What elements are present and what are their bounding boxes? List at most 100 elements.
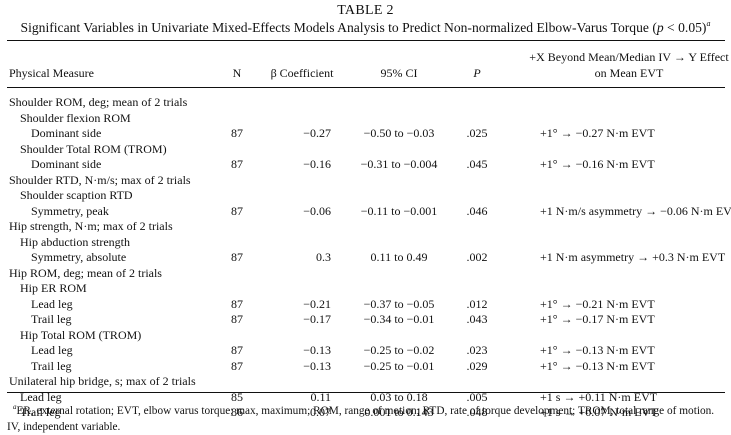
header-physical-measure: Physical Measure: [9, 66, 94, 80]
table-bottom-rule: [7, 392, 725, 393]
title-p-symbol: p: [656, 20, 664, 35]
cell-beta: −0.13: [303, 343, 331, 357]
cell-effect: +1° → −0.27 N·m EVT: [540, 126, 655, 140]
table-row: Shoulder ROM, deg; mean of 2 trials: [0, 95, 731, 111]
header-n: N: [232, 66, 242, 80]
cell-n: 87: [231, 250, 243, 264]
cell-effect: +1° → −0.16 N·m EVT: [540, 157, 655, 171]
cell-p: .029: [466, 358, 488, 373]
table-row: Lead leg 87 −0.21 −0.37 to −0.05 .012 +1° → −…: [0, 297, 731, 313]
table-row: Lead leg 87 −0.13 −0.25 to −0.02 .023 +1° → −…: [0, 343, 731, 359]
header-ci: 95% CI: [380, 66, 418, 80]
table-row: Trail leg 87 −0.13 −0.25 to −0.01 .029 +1° → …: [0, 359, 731, 375]
row-label: Shoulder Total ROM (TROM): [20, 141, 167, 156]
cell-beta: 0.3: [316, 250, 331, 264]
cell-beta: 0.11: [310, 389, 331, 404]
cell-n: 87: [231, 203, 243, 218]
table-row: Lead leg 85 0.11 0.03 to 0.18 .005 +1 s → +0.…: [0, 390, 731, 406]
cell-p: .025: [466, 126, 488, 140]
cell-effect: +1° → −0.13 N·m EVT: [540, 358, 655, 373]
table-row: Unilateral hip bridge, s; max of 2 trial…: [0, 374, 731, 390]
row-label: Dominant side: [31, 126, 102, 140]
row-label: Trail leg: [31, 358, 72, 373]
cell-ci: −0.25 to −0.01: [363, 358, 435, 373]
row-label: Unilateral hip bridge, s; max of 2 trial…: [9, 374, 196, 388]
cell-n: 85: [231, 389, 243, 404]
cell-ci: −0.31 to −0.004: [360, 157, 438, 171]
cell-beta: −0.13: [303, 358, 331, 373]
table-row: Hip Total ROM (TROM): [0, 328, 731, 344]
table-row: Hip ER ROM: [0, 281, 731, 297]
cell-ci: 0.11 to 0.49: [370, 250, 428, 264]
cell-effect: +1 s → +0.11 N·m EVT: [540, 389, 658, 404]
cell-beta: −0.21: [303, 296, 331, 311]
table-row: Trail leg 87 −0.17 −0.34 to −0.01 .043 +1° → …: [0, 312, 731, 328]
cell-beta: −0.06: [303, 203, 331, 218]
cell-beta: −0.17: [303, 312, 331, 326]
table-row: Dominant side 87 −0.16 −0.31 to −0.004 .045 +…: [0, 157, 731, 173]
table-title: Significant Variables in Univariate Mixe…: [0, 19, 731, 36]
table-row: Hip strength, N·m; max of 2 trials: [0, 219, 731, 235]
row-label: Lead leg: [20, 389, 62, 404]
cell-effect: +1 N·m/s asymmetry → −0.06 N·m EVT: [540, 203, 731, 218]
cell-beta: −0.27: [303, 126, 331, 140]
title-tail: < 0.05): [663, 20, 707, 35]
cell-p: .048: [466, 405, 488, 419]
cell-n: 87: [231, 343, 243, 357]
row-label: Hip ROM, deg; mean of 2 trials: [9, 265, 162, 280]
cell-n: 86: [231, 405, 243, 419]
footnote-text: ER, external rotation; EVT, elbow varus …: [7, 405, 715, 433]
cell-beta: −0.16: [303, 157, 331, 171]
table-row: Symmetry, absolute 87 0.3 0.11 to 0.49 .002 +…: [0, 250, 731, 266]
row-label: Shoulder scaption RTD: [20, 188, 133, 202]
cell-ci: 0.001 to 0.143: [364, 405, 434, 419]
cell-n: 87: [231, 296, 243, 311]
header-effect-line2: on Mean EVT: [594, 66, 664, 80]
row-label: Symmetry, peak: [31, 203, 109, 218]
row-label: Hip abduction strength: [20, 234, 130, 249]
header-beta: β Coefficient: [270, 66, 334, 80]
table-body: Shoulder ROM, deg; mean of 2 trials Shoul…: [0, 95, 731, 421]
row-label: Trail leg: [31, 312, 72, 326]
cell-effect: +1° → −0.17 N·m EVT: [540, 312, 655, 326]
table-row: Dominant side 87 −0.27 −0.50 to −0.03 .025 +1…: [0, 126, 731, 142]
cell-ci: −0.50 to −0.03: [363, 126, 435, 140]
title-footnote-marker: a: [706, 19, 711, 28]
table-header-rule: [7, 87, 725, 88]
cell-p: .012: [466, 296, 488, 311]
row-label: Hip strength, N·m; max of 2 trials: [9, 219, 173, 233]
header-p-label: P: [473, 66, 481, 80]
row-label: Symmetry, absolute: [31, 250, 127, 264]
table-row: Hip abduction strength: [0, 235, 731, 251]
table-row: Hip ROM, deg; mean of 2 trials: [0, 266, 731, 282]
table-row: Shoulder flexion ROM: [0, 111, 731, 127]
cell-p: .045: [466, 157, 488, 171]
cell-n: 87: [231, 312, 243, 326]
header-effect-line1: +X Beyond Mean/Median IV → Y Effect: [529, 50, 729, 64]
cell-ci: −0.11 to −0.001: [360, 203, 438, 218]
row-label: Dominant side: [31, 157, 102, 171]
cell-n: 87: [231, 358, 243, 373]
row-label: Trail leg: [20, 405, 61, 419]
cell-p: .023: [466, 343, 488, 357]
row-label: Shoulder RTD, N·m/s; max of 2 trials: [9, 172, 191, 187]
cell-p: .043: [466, 312, 488, 326]
table-top-rule: [7, 40, 725, 41]
header-p: P: [473, 66, 480, 81]
table-row: Symmetry, peak 87 −0.06 −0.11 to −0.001 .046…: [0, 204, 731, 220]
cell-n: 87: [231, 126, 243, 140]
cell-n: 87: [231, 157, 243, 171]
cell-effect: +1° → −0.13 N·m EVT: [540, 343, 655, 357]
row-label: Lead leg: [31, 343, 73, 357]
footnote-marker: a: [13, 403, 17, 411]
row-label: Shoulder flexion ROM: [20, 110, 131, 125]
table-row: Trail leg 86 0.07 0.001 to 0.143 .048 +1 s → …: [0, 405, 731, 421]
cell-effect: +1 N·m asymmetry → +0.3 N·m EVT: [540, 250, 726, 264]
cell-beta: 0.07: [310, 405, 331, 419]
table-row: Shoulder scaption RTD: [0, 188, 731, 204]
cell-ci: 0.03 to 0.18: [370, 389, 428, 404]
cell-p: .005: [466, 389, 488, 404]
cell-ci: −0.34 to −0.01: [363, 312, 435, 326]
row-label: Hip Total ROM (TROM): [20, 327, 142, 342]
cell-ci: −0.37 to −0.05: [363, 296, 435, 311]
